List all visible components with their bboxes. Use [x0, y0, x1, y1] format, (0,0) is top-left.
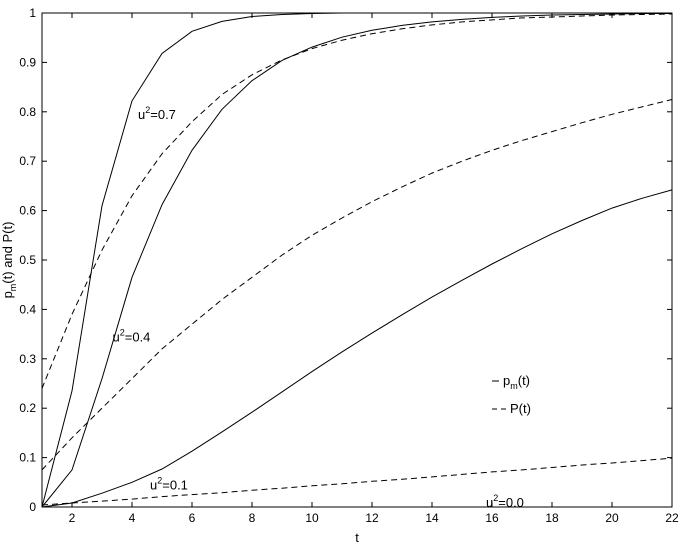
series-annotation: u2=0.0 [486, 493, 524, 510]
y-axis-title-base: p [0, 291, 15, 298]
y-tick-label: 0.1 [19, 451, 36, 465]
y-axis-title-sub: m [8, 284, 18, 292]
y-tick-label: 1 [29, 6, 36, 20]
y-tick-label: 0 [29, 500, 36, 514]
legend-label: P(t) [510, 401, 531, 416]
dashed-series-line-u2-0.4 [41, 99, 673, 471]
x-tick-label: 8 [249, 511, 256, 525]
x-tick-label: 18 [545, 511, 559, 525]
x-tick-label: 22 [665, 511, 679, 525]
x-tick-label: 20 [605, 511, 619, 525]
y-tick-label: 0.5 [19, 253, 36, 267]
y-tick-label: 0.3 [19, 352, 36, 366]
x-tick-label: 14 [425, 511, 439, 525]
y-tick-label: 0.8 [19, 105, 36, 119]
y-tick-label: 0.2 [19, 401, 36, 415]
solid-series-line-u2-0.4 [41, 13, 672, 508]
series-annotation: u2=0.1 [150, 476, 188, 493]
x-tick-label: 16 [485, 511, 499, 525]
legend-label: pm(t) [503, 373, 530, 391]
x-axis-title: t [355, 530, 359, 545]
ticks-layer: 2 4 6 8 10 12 14 16 18 20 22 0 0.1 0.2 0.3 0.4 0.5 0.6 0.7… [19, 6, 679, 525]
y-axis-title: pm(t) and P(t) [0, 222, 18, 299]
series-layer [41, 12, 673, 508]
y-axis-title-rest: (t) and P(t) [0, 222, 15, 284]
y-tick-label: 0.4 [19, 302, 36, 316]
x-tick-label: 6 [189, 511, 196, 525]
solid-series-line-u2-0.1 [41, 189, 673, 508]
y-tick-label: 0.6 [19, 204, 36, 218]
series-annotation: u2=0.4 [113, 328, 151, 345]
plot-frame [41, 12, 673, 508]
x-tick-label: 2 [69, 511, 76, 525]
y-tick-label: 0.9 [19, 55, 36, 69]
legend: pm(t) P(t) [492, 373, 531, 416]
x-tick-label: 12 [365, 511, 379, 525]
solid-series-line-u2-0.7 [41, 12, 672, 508]
x-tick-label: 10 [305, 511, 319, 525]
series-annotation: u2=0.7 [138, 105, 176, 122]
y-tick-label: 0.7 [19, 154, 36, 168]
dashed-series-line-u2-0.1 [41, 457, 673, 506]
annotation-layer: u2=0.7 u2=0.4 u2=0.1 u2=0.0 [113, 105, 524, 510]
x-tick-label: 4 [129, 511, 136, 525]
